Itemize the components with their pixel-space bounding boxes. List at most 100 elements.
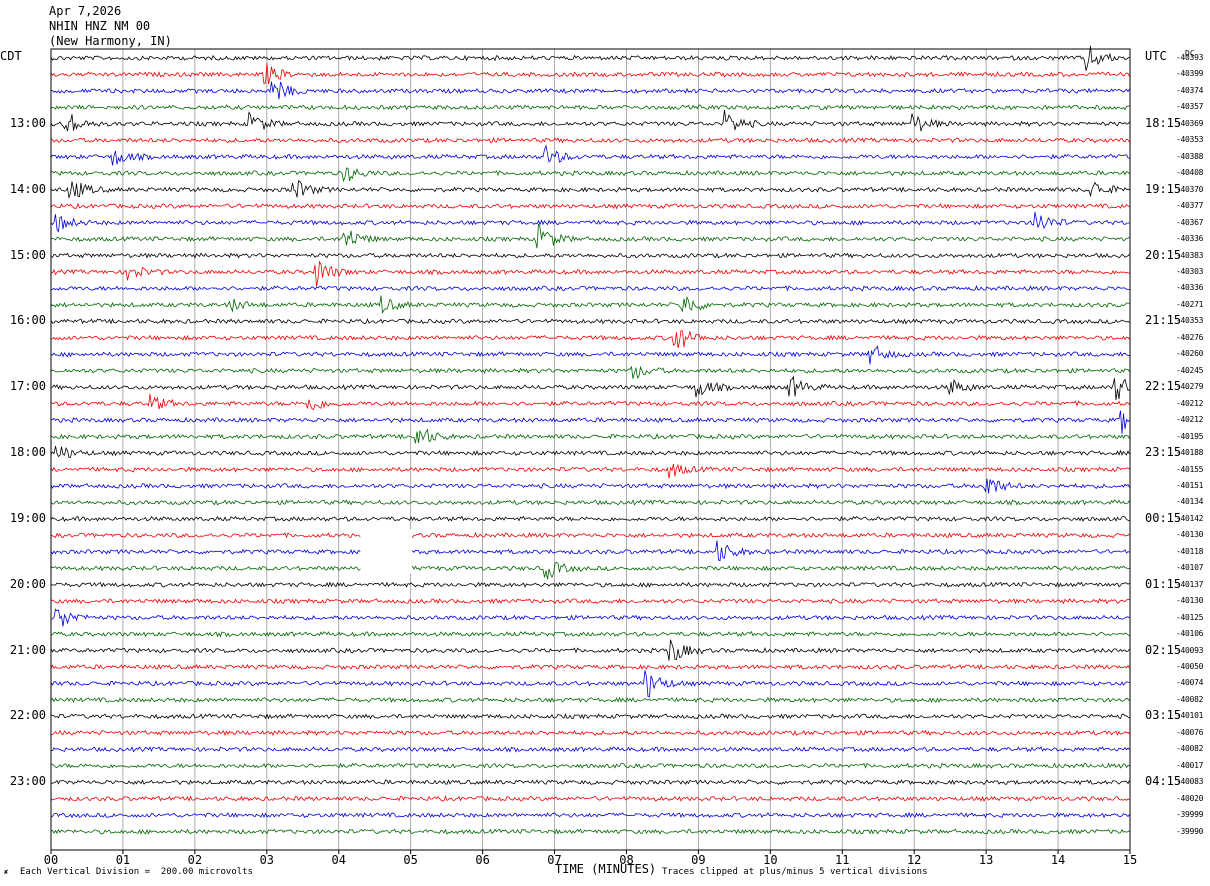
date-label: Apr 7,2026 [49,4,122,18]
dc-offset-label: -40076 [1176,727,1204,737]
dc-offset-label: -40142 [1176,513,1204,523]
trace-14 [50,285,1130,292]
right-hour-label: 22:15 [1145,379,1182,394]
right-hour-label: 00:15 [1145,510,1182,525]
left-hour-label: 16:00 [9,313,46,328]
x-tick-label-14: 14 [1050,853,1066,867]
trace-33 [50,597,1130,605]
trace-3 [50,104,1130,111]
trace-0 [50,45,1130,71]
x-tick-label-02: 02 [187,853,203,867]
dc-offset-label: -40212 [1176,398,1204,408]
right-timezone-label: UTC [1145,49,1167,63]
trace-4 [50,109,1130,132]
dc-offset-label: -40245 [1176,365,1204,375]
dc-offset-label: -40212 [1176,415,1204,425]
dc-offset-label: -40393 [1176,53,1204,62]
trace-8 [50,180,1130,198]
left-hour-label: 18:00 [9,445,46,460]
trace-32 [50,581,1130,588]
clip-note: Traces clipped at plus/minus 5 vertical … [662,867,928,877]
dc-offset-label: -40074 [1176,678,1204,688]
dc-offset-label: -40082 [1176,694,1204,704]
trace-25 [50,463,1130,479]
dc-offset-label: -40276 [1176,332,1204,342]
trace-20 [50,375,1130,401]
dc-offset-label: -39990 [1176,826,1204,836]
left-hour-label: 14:00 [9,181,46,196]
dc-offset-label: -40130 [1176,530,1204,540]
dc-offset-label: -40020 [1176,793,1204,803]
trace-28 [50,515,1130,522]
trace-47 [50,828,1130,835]
dc-offset-label: -40083 [1176,777,1204,787]
left-hour-label: 23:00 [9,774,46,789]
minute-gridlines [50,49,1131,850]
trace-19 [50,365,1130,379]
left-hour-label: 21:00 [9,642,46,657]
trace-46 [50,811,1130,819]
dc-offset-label: -40130 [1176,596,1204,606]
trace-22 [50,410,1130,434]
dc-offset-label: -40336 [1176,283,1204,293]
dc-offset-label: -40050 [1176,662,1204,672]
corner-mark: ✘ [4,868,9,876]
left-hour-label: 15:00 [9,247,46,262]
trace-31 [50,561,1130,580]
station-label: NHIN HNZ NM 00 [49,19,151,33]
dc-offset-label: -40279 [1176,382,1204,392]
trace-13 [50,260,1130,287]
trace-42 [50,746,1130,753]
trace-35 [50,630,1130,638]
right-hour-label: 20:15 [1145,247,1182,262]
dc-offset-label: -40195 [1176,431,1204,441]
x-tick-label-09: 09 [691,853,706,867]
trace-7 [50,167,1130,183]
scale-note: Each Vertical Division = 200.00 microvol… [20,867,253,877]
x-tick-label-06: 06 [475,853,490,867]
right-hour-label: 19:15 [1145,181,1182,196]
dc-offset-label: -40377 [1176,201,1204,211]
trace-27 [50,499,1130,506]
dc-offset-label: -40155 [1176,464,1204,474]
dc-offset-label: -40353 [1176,135,1204,145]
dc-offset-label: -40188 [1176,448,1204,458]
trace-45 [50,795,1130,802]
x-tick-label-10: 10 [763,853,778,867]
trace-37 [50,663,1130,671]
trace-29 [50,531,1130,539]
dc-offset-label: -40408 [1176,168,1204,178]
x-tick-label-00: 00 [43,853,59,867]
trace-18 [50,345,1130,365]
trace-34 [50,608,1130,627]
trace-30 [50,540,1130,562]
left-hour-label: 22:00 [9,708,46,723]
dc-offset-label: -40017 [1176,760,1204,770]
trace-11 [50,223,1130,249]
dc-offset-label: -40367 [1176,217,1204,227]
trace-6 [50,144,1130,166]
right-hour-label: 03:15 [1145,708,1182,723]
dc-offset-label: -40106 [1176,629,1204,639]
left-hour-label: 19:00 [9,510,46,525]
plot-frame [50,48,1131,851]
seismic-traces [50,45,1130,835]
x-tick-label-08: 08 [619,853,634,867]
trace-21 [50,393,1130,411]
trace-1 [50,62,1130,85]
dc-offset-label: -40125 [1176,612,1204,622]
trace-2 [50,81,1130,100]
location-label: (New Harmony, IN) [49,34,172,48]
x-tick-label-12: 12 [906,853,922,867]
dc-offset-label: -40118 [1176,546,1204,556]
left-hour-label: 20:00 [9,576,46,591]
trace-23 [50,428,1130,444]
dc-offset-label: -40107 [1176,563,1204,573]
trace-41 [50,729,1130,737]
trace-10 [50,212,1130,233]
x-tick-label-07: 07 [547,853,562,867]
trace-43 [50,762,1130,769]
trace-24 [50,446,1130,458]
data-gap [360,529,413,574]
